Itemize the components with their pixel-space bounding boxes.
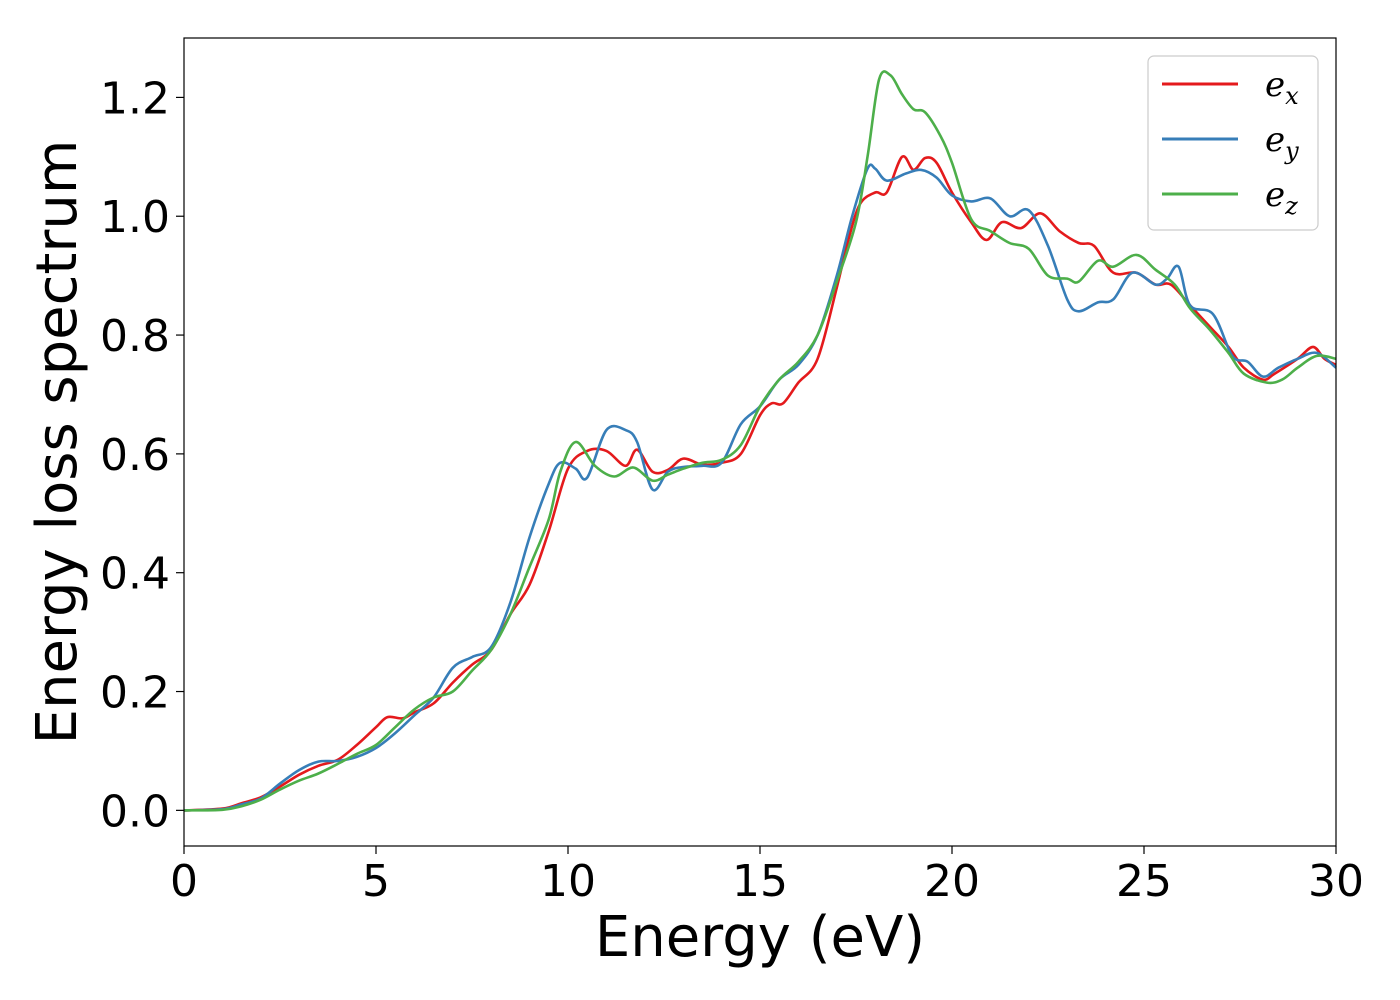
x-axis-label: Energy (eV): [595, 905, 925, 970]
legend-label-e-z-base: e: [1265, 175, 1285, 215]
y-tick-label: 0.4: [100, 549, 170, 600]
legend-label-e-y: ey: [1265, 120, 1299, 165]
series-line-e-z: [183, 70, 1337, 812]
x-tick-label: 0: [170, 856, 198, 907]
x-tick-label: 10: [540, 856, 596, 907]
legend-label-e-x: ex: [1265, 65, 1299, 110]
tick-group: 0 5 10 15 20 25 30 0.0 0.2 0.4 0.6 0.8 1.0 1.2: [100, 73, 1364, 907]
x-tick-label: 5: [362, 856, 390, 907]
legend: ex ey ez: [1147, 55, 1319, 231]
legend-label-e-y-sub: y: [1284, 137, 1299, 165]
x-tick-label: 20: [924, 856, 980, 907]
y-tick-label: 0.0: [100, 786, 170, 837]
legend-label-e-y-base: e: [1265, 120, 1285, 160]
y-tick-label: 1.2: [100, 73, 170, 124]
plot-frame: [183, 37, 1337, 847]
legend-label-e-z: ez: [1265, 175, 1298, 220]
legend-label-e-x-base: e: [1265, 65, 1285, 105]
y-axis-label: Energy loss spectrum: [25, 140, 90, 745]
y-tick-label: 1.0: [100, 192, 170, 243]
legend-label-e-x-sub: x: [1285, 82, 1299, 110]
x-tick-label: 30: [1308, 856, 1364, 907]
legend-box: [1147, 55, 1319, 231]
legend-label-e-z-sub: z: [1284, 192, 1298, 220]
y-tick-label: 0.2: [100, 668, 170, 719]
y-tick-label: 0.8: [100, 311, 170, 362]
plot-background: [184, 38, 1336, 846]
x-tick-label: 25: [1116, 856, 1172, 907]
x-tick-label: 15: [732, 856, 788, 907]
y-tick-label: 0.6: [100, 430, 170, 481]
series-group: [183, 70, 1337, 812]
